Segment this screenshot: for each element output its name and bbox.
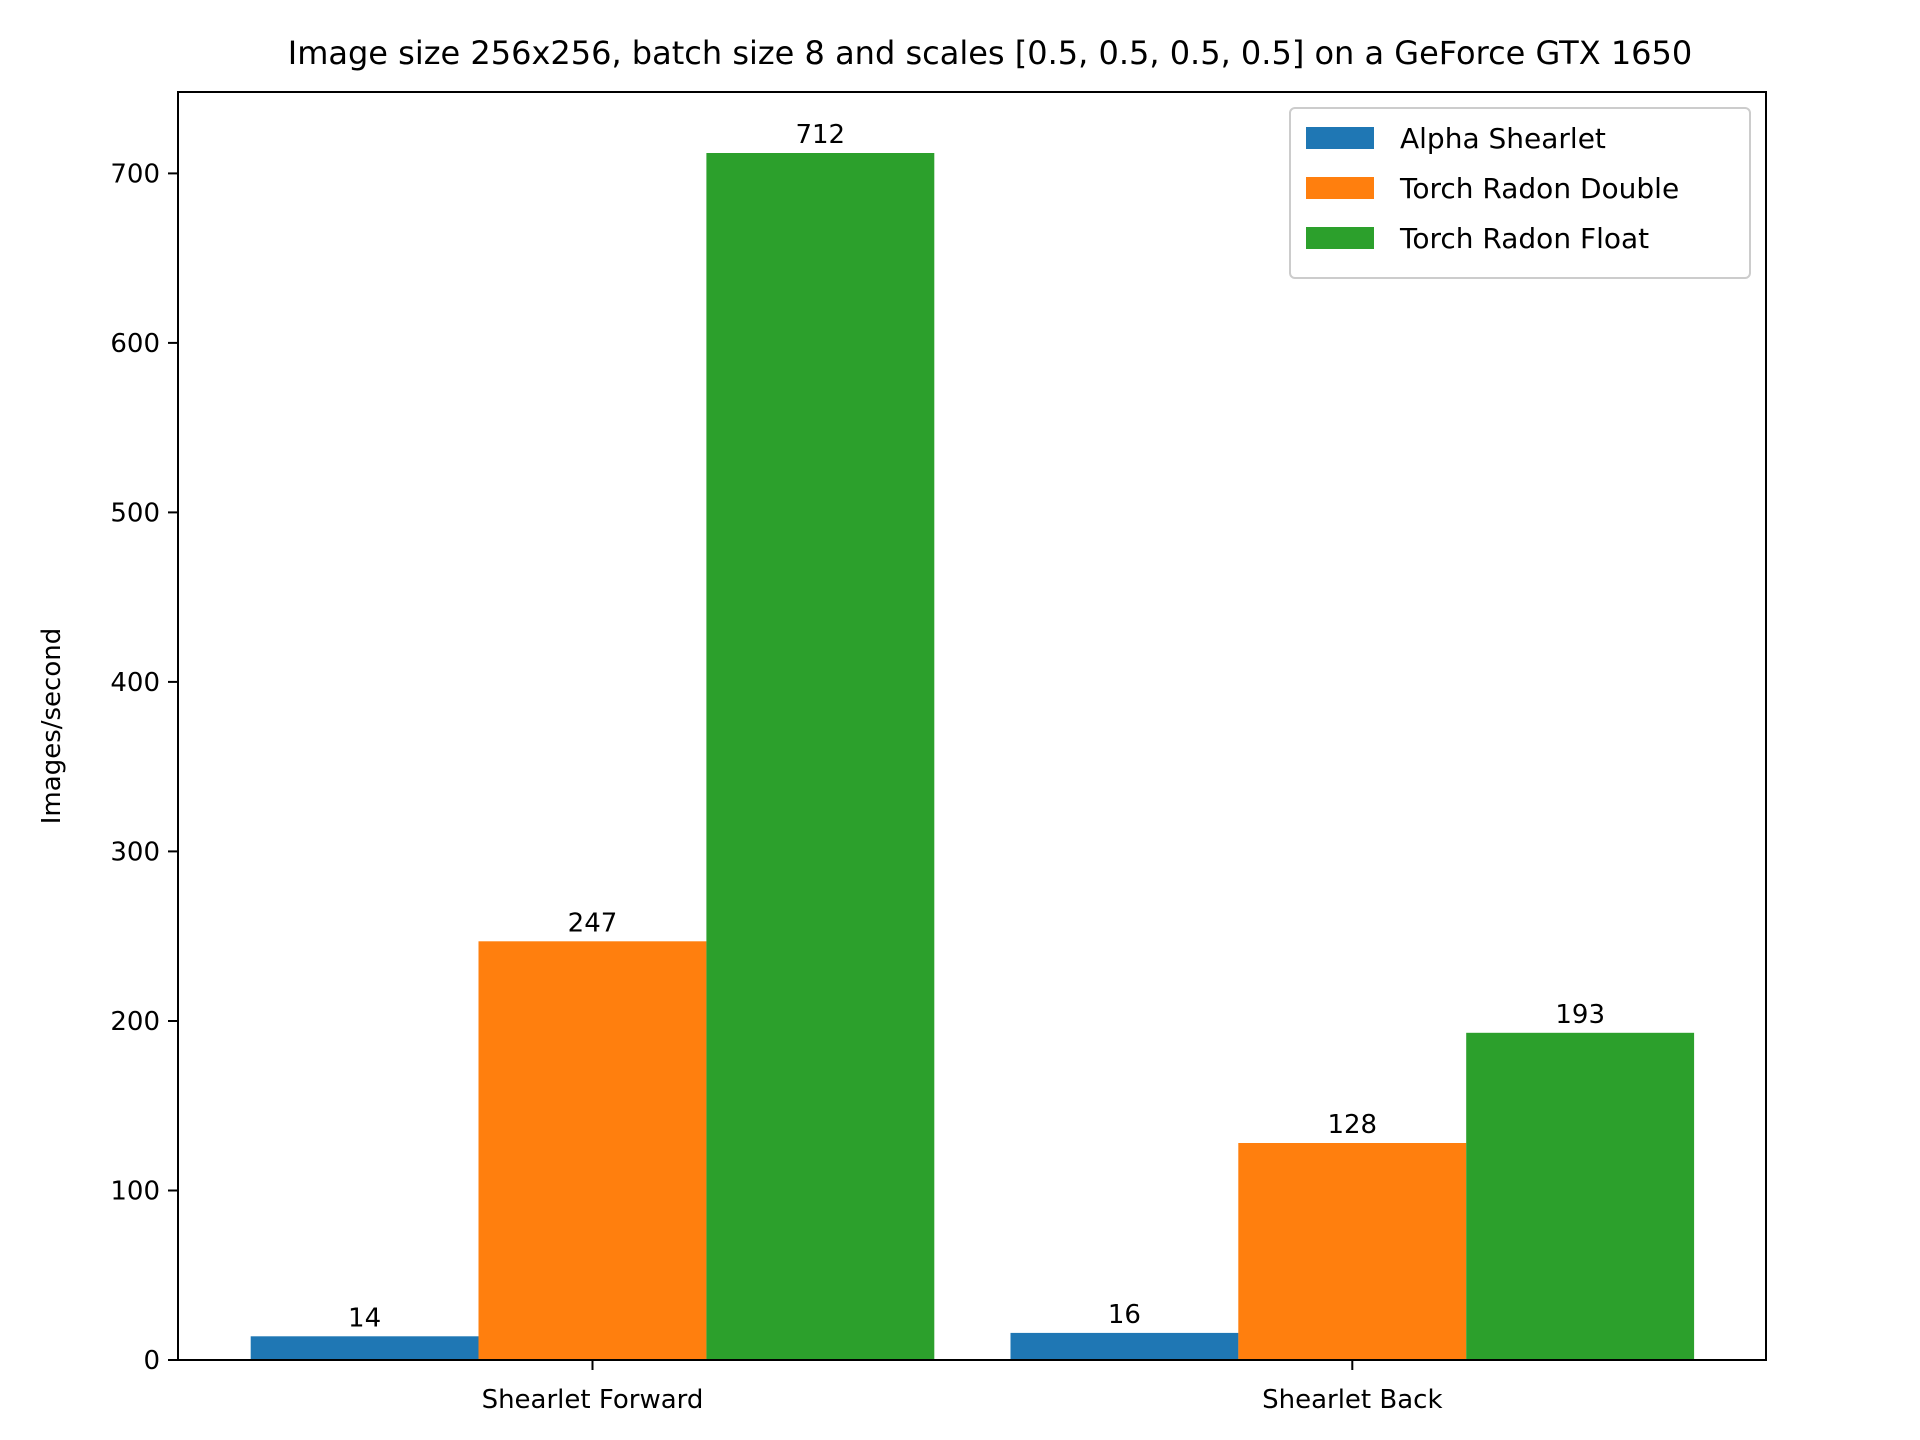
- legend-label: Torch Radon Double: [1399, 172, 1679, 205]
- legend-box: [1289, 107, 1751, 279]
- y-axis-label: Images/second: [37, 628, 67, 824]
- y-tick-label: 700: [110, 159, 160, 189]
- bar-value-label: 247: [568, 908, 618, 938]
- bar-value-label: 712: [795, 120, 845, 150]
- chart-title: Image size 256x256, batch size 8 and sca…: [288, 34, 1693, 72]
- bar-value-label: 16: [1108, 1300, 1141, 1330]
- y-tick-label: 600: [110, 329, 160, 359]
- axes-layer: Shearlet Forward Shearlet Back 0 100 200 300 4…: [110, 159, 1442, 1415]
- bar: [1010, 1332, 1239, 1360]
- x-tick-label: Shearlet Back: [1262, 1385, 1442, 1415]
- legend-label: Torch Radon Float: [1399, 222, 1649, 255]
- bar: [250, 1336, 479, 1360]
- bar-value-label: 14: [348, 1303, 381, 1333]
- legend-label: Alpha Shearlet: [1400, 122, 1606, 155]
- bar: [1466, 1032, 1695, 1360]
- bar: [706, 153, 935, 1360]
- y-tick-label: 200: [110, 1007, 160, 1037]
- bar: [478, 941, 707, 1360]
- legend-swatch: [1306, 227, 1374, 249]
- bar-value-label: 128: [1327, 1110, 1377, 1140]
- bar-value-label: 193: [1555, 1000, 1605, 1030]
- bars-layer: 14 247 712 16 128 193: [250, 120, 1695, 1360]
- legend-swatch: [1306, 127, 1374, 149]
- y-tick-label: 300: [110, 837, 160, 867]
- legend-swatch: [1306, 177, 1374, 199]
- y-tick-label: 0: [143, 1346, 160, 1376]
- y-tick-label: 100: [110, 1177, 160, 1207]
- legend: Alpha Shearlet Torch Radon Double Torch Ra…: [1289, 107, 1751, 279]
- plot-frame: [177, 91, 1767, 1361]
- y-tick-label: 500: [110, 498, 160, 528]
- x-tick-label: Shearlet Forward: [482, 1385, 704, 1415]
- y-tick-label: 400: [110, 668, 160, 698]
- bar: [1238, 1143, 1467, 1360]
